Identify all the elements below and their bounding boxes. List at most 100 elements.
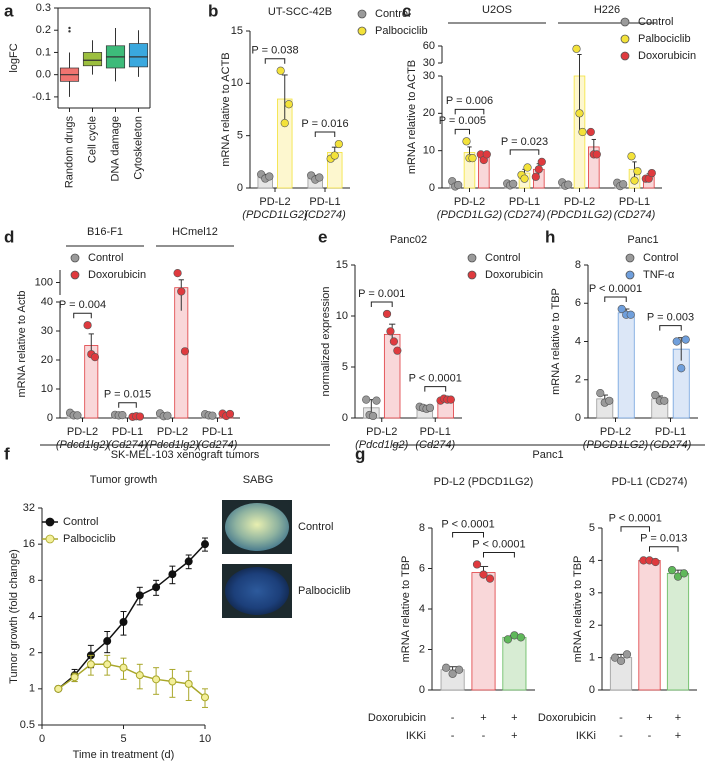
y-axis-label: mRNA relative to TBP [400,556,412,663]
x-tick-label: PD-L2 [366,426,397,438]
significance-bracket [424,386,447,392]
legend-label: Control [63,516,98,528]
y-tick-label: 32 [23,502,35,514]
x-tick-label: PD-L1 [655,426,686,438]
y-tick-label: 2 [29,647,35,659]
x-tick-label: (CD274) [614,209,656,221]
bar [666,572,690,691]
data-point [509,179,518,188]
legend-marker [357,26,367,36]
data-point [622,650,632,659]
data-point [482,150,491,159]
legend-marker [620,51,630,61]
data-point [265,172,274,181]
data-point [382,309,392,319]
panel-label: c [402,1,411,20]
treatment-label: Doxorubicin [538,712,596,724]
y-tick-label: 4 [419,603,425,615]
significance-bracket [264,58,286,64]
treatment-sign: + [511,730,517,742]
treatment-sign: - [648,730,652,742]
p-value: P < 0.0001 [472,538,525,550]
data-point [503,635,513,644]
y-tick-label: 2 [419,643,425,655]
legend-label: Palbociclib [638,33,691,45]
legend-label: Palbociclib [63,533,116,545]
treatment-sign: - [451,712,455,724]
data-point [135,412,145,421]
data-point [575,109,584,118]
series-line [57,663,206,698]
y-tick-label: 2 [575,374,581,386]
data-point [626,310,635,319]
legend-label: Doxorubicin [88,269,146,281]
treatment-label: IKKi [406,730,426,742]
chart-title: PD-L2 (PDCD1LG2) [434,476,534,488]
data-point [596,389,605,398]
y-tick-label: 1 [589,652,595,664]
x-tick-label: PD-L2 [67,426,98,438]
data-point [386,327,395,336]
bar [617,312,635,419]
y-axis-label: normalized expression [320,286,332,396]
y-tick-label: 0 [419,684,425,696]
data-point [163,411,172,420]
y-tick-label: 10 [41,383,53,395]
y-tick-label: 30 [423,57,435,69]
x-tick-label: PD-L1 [202,426,233,438]
x-tick-label: Cytoskeleton [132,116,144,180]
line-marker [54,684,63,693]
chart-title: Panc02 [390,234,427,246]
y-tick-label: 0 [589,684,595,696]
data-point [177,287,186,296]
y-tick-label: 10 [336,310,348,322]
data-point [90,353,100,362]
data-point [276,66,285,75]
y-tick-label: 20 [41,354,53,366]
y-tick-label: 6 [419,562,425,574]
data-point [672,337,681,346]
legend-marker [625,270,635,280]
data-point [280,119,289,128]
y-axis-label: mRNA relative to Actb [16,291,28,398]
x-tick-label: 10 [199,733,211,745]
series-line [57,543,206,690]
y-tick-label: 100 [35,276,53,288]
chart-title: Panc1 [627,234,658,246]
chart-title: PD-L1 (CD274) [612,476,688,488]
data-point [677,364,686,373]
legend-label: Control [485,252,520,264]
treatment-sign: + [646,712,652,724]
data-point [284,100,293,109]
y-tick-label: 0 [575,412,581,424]
y-tick-label: 5 [237,130,243,142]
data-point [454,665,464,674]
y-tick-label: 40 [41,296,53,308]
panel-label: a [4,1,14,20]
line-marker [119,617,128,626]
x-tick-label: (Pdcd1lg2) [355,439,409,451]
panel-label: g [355,444,365,463]
line-marker [135,671,144,680]
data-point [679,569,689,578]
line-marker [152,675,161,684]
line-marker [86,660,95,669]
data-point [586,127,595,137]
p-value: P < 0.0001 [589,283,642,295]
line-marker [119,663,128,672]
data-point [627,152,636,161]
y-tick-label: 10 [231,77,243,89]
p-value: P = 0.003 [647,312,694,324]
data-point [462,137,471,146]
group-label: H226 [594,4,620,16]
treatment-sign: - [482,730,486,742]
y-tick-label: 15 [336,259,348,271]
y-tick-label: 20 [423,107,435,119]
line-marker [168,570,177,579]
significance-bracket [649,546,679,552]
data-point [630,176,639,185]
line-marker [184,557,193,566]
x-tick-label: PD-L2 [157,426,188,438]
p-value: P = 0.006 [446,95,493,107]
y-axis-label: Tumor growth (fold change) [8,549,20,684]
